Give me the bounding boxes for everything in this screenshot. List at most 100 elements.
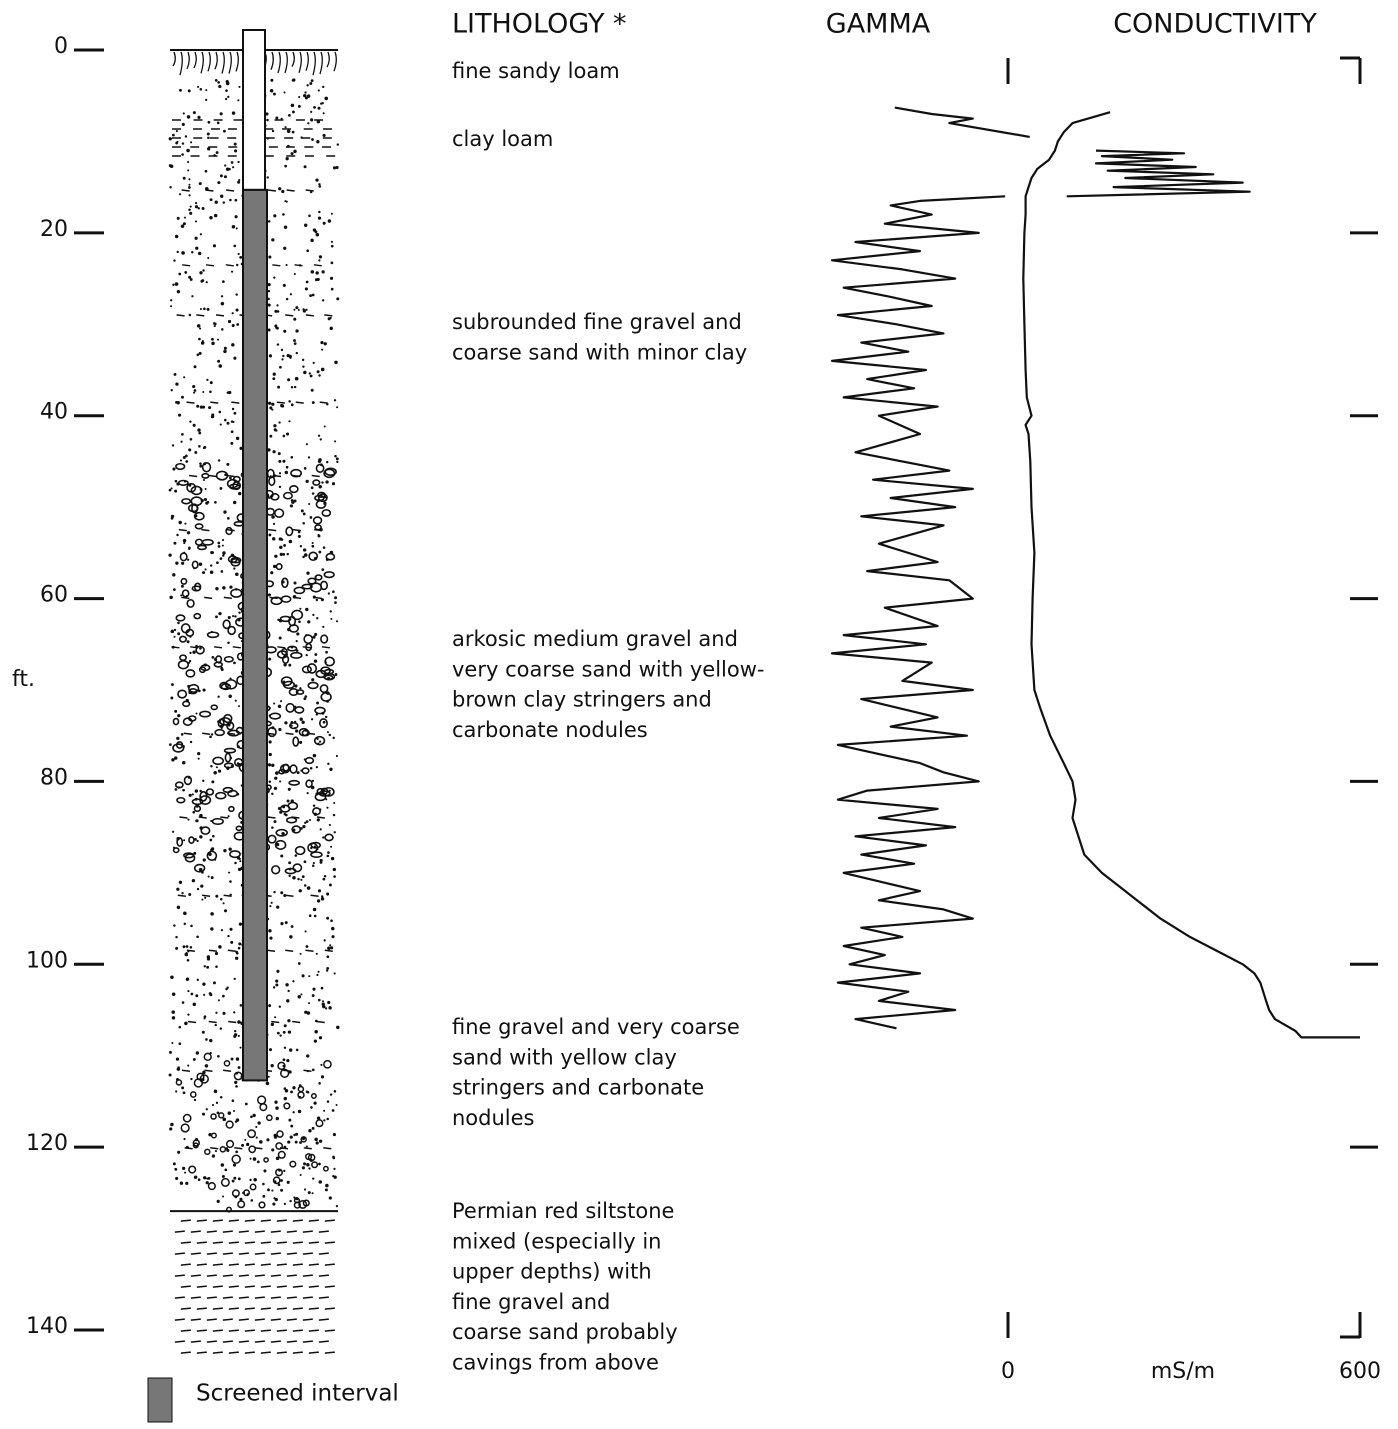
sand-dot (318, 89, 320, 91)
sand-dot (213, 244, 216, 247)
sand-dot (177, 622, 180, 625)
gravel (230, 851, 240, 857)
siltstone-dash (325, 1330, 335, 1331)
sand-dot (278, 728, 281, 731)
siltstone-dash (319, 1231, 329, 1232)
gravel (313, 480, 320, 485)
clay-stringer (277, 647, 285, 648)
clay-stringer (182, 1070, 190, 1071)
sand-dot (197, 888, 199, 890)
siltstone-dash (277, 1264, 287, 1265)
siltstone-dash (175, 1341, 185, 1342)
siltstone-dash (303, 1275, 313, 1276)
sand-dot (271, 409, 273, 411)
siltstone-dash (271, 1231, 281, 1232)
sand-dot (271, 1023, 274, 1026)
sand-dot (186, 149, 190, 153)
sand-dot (231, 161, 234, 164)
sand-dot (313, 362, 315, 364)
sand-dot (324, 939, 326, 941)
sand-dot (198, 445, 201, 448)
sand-dot (331, 213, 333, 215)
sand-dot (336, 1026, 339, 1029)
sand-dot (210, 839, 213, 842)
sand-dot (324, 875, 326, 877)
sand-dot (306, 820, 309, 823)
sand-dot (239, 860, 241, 862)
sand-dot (266, 1082, 270, 1086)
siltstone-dash (191, 1231, 201, 1232)
sand-dot (232, 312, 234, 314)
sand-dot (308, 456, 310, 458)
sand-dot (174, 710, 177, 713)
sand-dot (175, 936, 177, 938)
sand-dot (216, 1102, 218, 1104)
siltstone-dash (255, 1319, 265, 1320)
sand-dot (289, 356, 291, 358)
sand-dot (188, 548, 190, 550)
sand-dot (269, 435, 272, 438)
gravel (276, 564, 281, 570)
sand-dot (180, 1182, 183, 1185)
series-title: GAMMA (826, 9, 931, 40)
sand-dot (304, 224, 307, 227)
sand-dot (321, 897, 324, 900)
sand-dot (256, 1136, 258, 1138)
gravel (189, 1166, 196, 1173)
siltstone-dash (213, 1242, 223, 1243)
clay-stringer (188, 1022, 196, 1023)
sand-dot (294, 273, 296, 275)
sand-dot (221, 929, 223, 931)
sand-dot (326, 955, 329, 958)
clay-stringer (227, 733, 235, 734)
clay-stringer (285, 950, 293, 951)
lithology-label: upper depths) with (452, 1260, 652, 1284)
sand-dot (198, 758, 200, 760)
sand-dot (267, 137, 269, 139)
clay-stringer (234, 1148, 242, 1149)
sand-dot (273, 702, 275, 704)
clay-stringer (179, 530, 187, 531)
sand-dot (214, 325, 216, 327)
sand-dot (302, 365, 304, 367)
sand-dot (273, 986, 275, 988)
sand-dot (177, 632, 180, 635)
sand-dot (279, 1034, 281, 1036)
gravel (227, 1207, 232, 1212)
sand-dot (228, 872, 230, 874)
lithology-label: nodules (452, 1106, 535, 1130)
sand-dot (182, 945, 185, 948)
sand-dot (281, 349, 283, 351)
sand-dot (199, 271, 202, 274)
sand-dot (209, 216, 212, 219)
sand-dot (184, 271, 187, 274)
sand-dot (225, 89, 228, 92)
sand-dot (173, 259, 175, 261)
siltstone-dash (245, 1286, 255, 1287)
sand-dot (268, 283, 271, 286)
siltstone-dash (223, 1319, 233, 1320)
sand-dot (336, 1205, 338, 1207)
soil-mark (173, 52, 175, 66)
sand-dot (190, 1078, 192, 1080)
gravel (288, 646, 297, 650)
sand-dot (221, 328, 224, 331)
sand-dot (271, 1190, 273, 1192)
sand-dot (241, 1144, 244, 1147)
sand-dot (291, 403, 294, 406)
lithology-label: subrounded fine gravel and (452, 310, 742, 334)
sand-dot (327, 1001, 330, 1004)
sand-dot (220, 898, 223, 901)
sand-dot (281, 404, 284, 407)
sand-dot (330, 277, 333, 280)
sand-dot (187, 161, 189, 163)
gravel (291, 653, 302, 658)
sand-dot (192, 811, 195, 814)
gravel (225, 749, 236, 753)
sand-dot (186, 945, 189, 948)
sand-dot (231, 271, 233, 273)
clay-stringer (210, 1148, 218, 1149)
sand-dot (190, 141, 192, 143)
sand-dot (228, 1111, 232, 1115)
sand-dot (189, 794, 192, 797)
